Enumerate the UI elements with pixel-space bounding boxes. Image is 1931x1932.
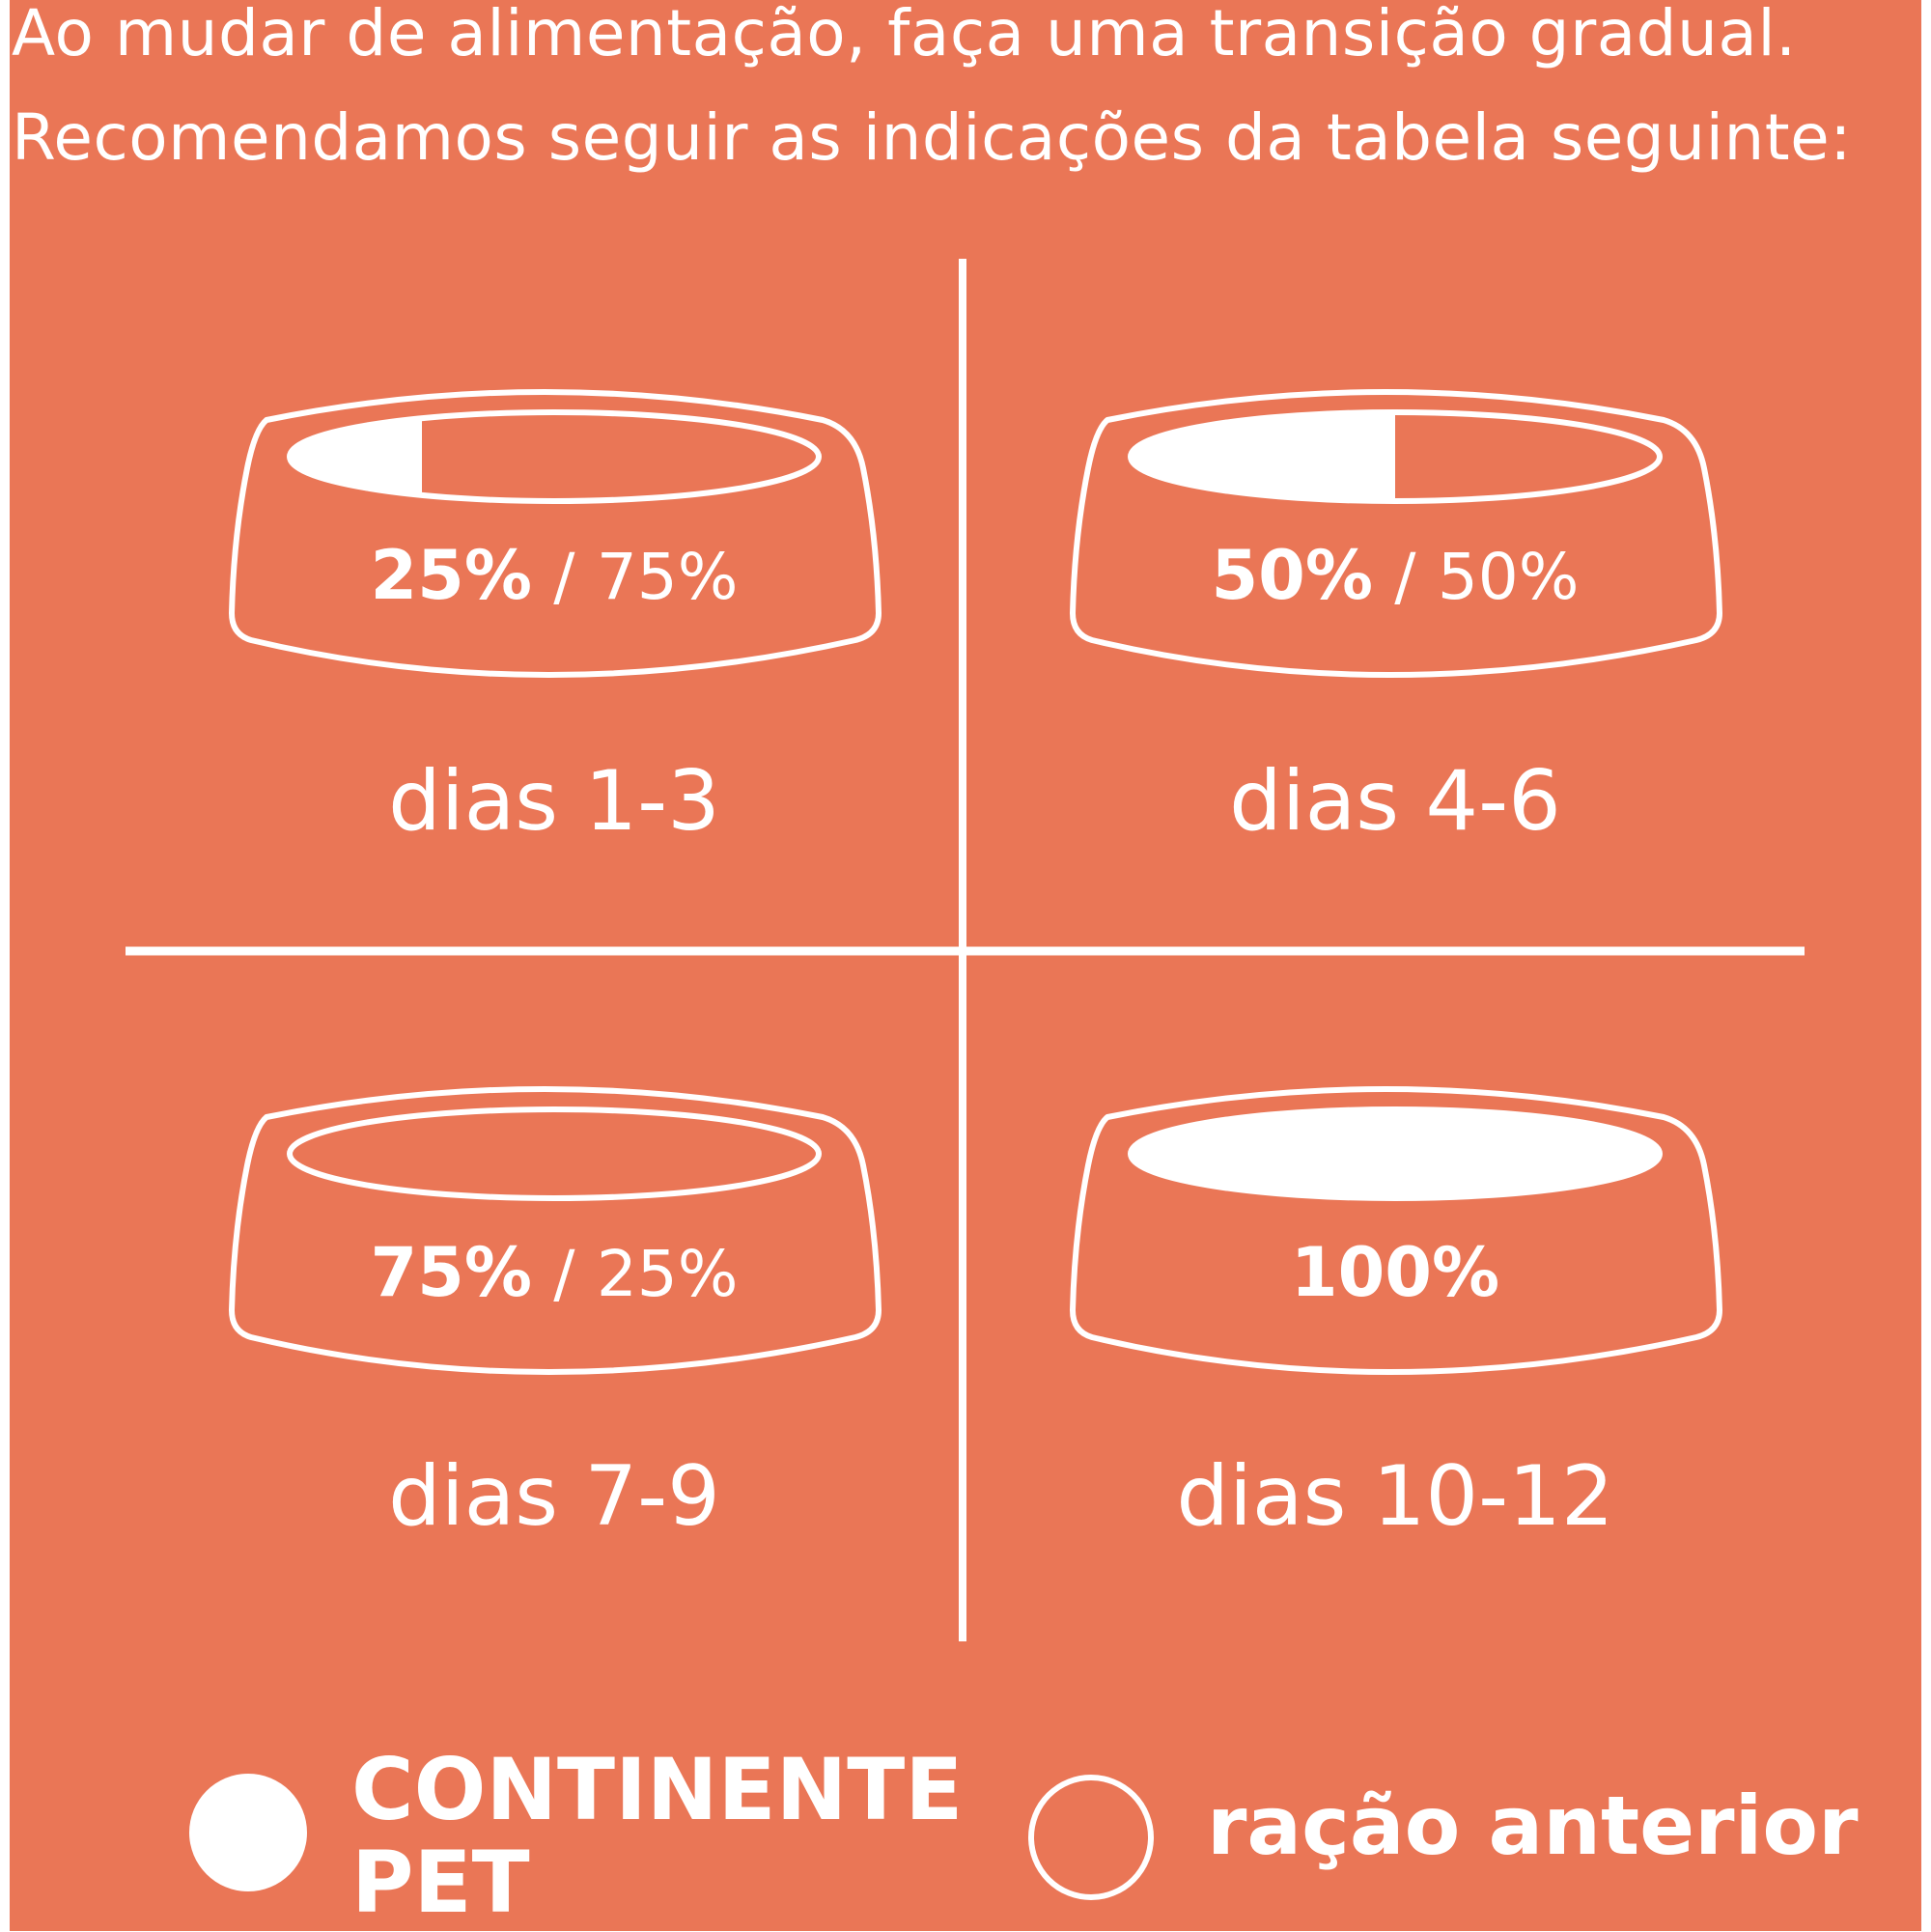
bowl-inner-rim: [287, 409, 822, 504]
bowl-fill: [1131, 1109, 1660, 1198]
bowl-3-icon: [232, 1089, 879, 1372]
bowl-2-icon: [1073, 392, 1720, 675]
bowl-fill: [1131, 412, 1395, 501]
bowl-inner-rim: [1128, 1106, 1663, 1201]
stage-1-days: dias 1-3: [388, 753, 720, 850]
bowl-inner-rim: [287, 1106, 822, 1201]
legend-filled-circle-icon: [189, 1774, 307, 1891]
legend-old-food-label: ração anterior: [1207, 1778, 1859, 1873]
stage-2-days: dias 4-6: [1229, 753, 1561, 850]
stage-4-days: dias 10-12: [1176, 1448, 1614, 1545]
stage-1-percentage: 25% / 75%: [370, 536, 739, 615]
bowl-inner-rim: [1128, 409, 1663, 504]
stage-2-percentage: 50% / 50%: [1211, 536, 1580, 615]
stage-4-percentage: 100%: [1290, 1233, 1500, 1312]
stage-3-percentage: 75% / 25%: [370, 1233, 739, 1312]
legend-outline-circle-icon: [1028, 1775, 1154, 1900]
bowl-4-icon: [1073, 1089, 1720, 1372]
legend-new-food-label: CONTINENTE PET: [351, 1740, 964, 1932]
bowl-1-icon: [232, 392, 879, 675]
intro-line-1: Ao mudar de alimentação, faça uma transi…: [12, 0, 1797, 70]
intro-line-2: Recomendamos seguir as indicações da tab…: [12, 100, 1853, 175]
stage-3-days: dias 7-9: [388, 1448, 720, 1545]
